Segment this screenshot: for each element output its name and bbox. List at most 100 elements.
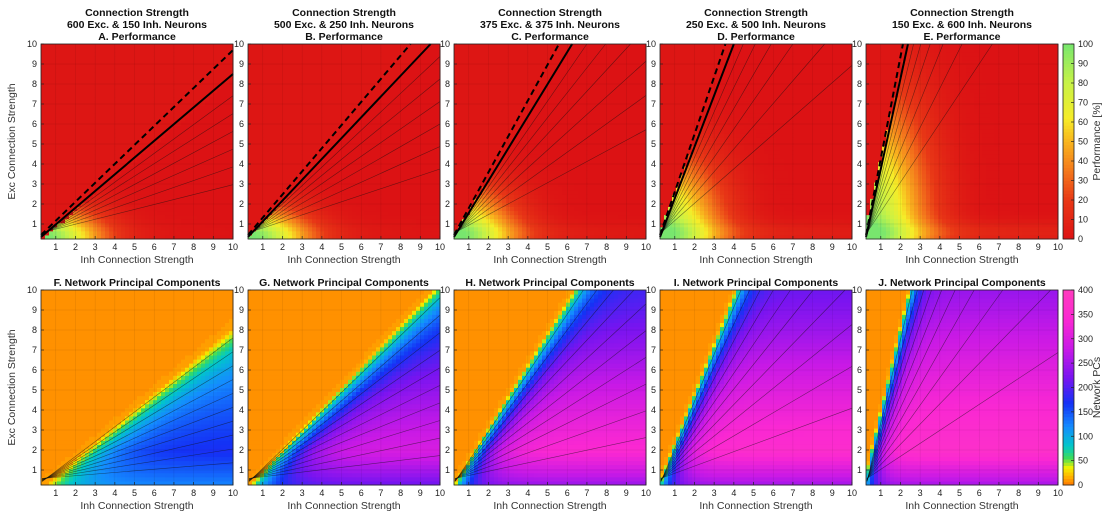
heatmap-cell [153,219,158,224]
heatmap-cell [65,227,70,232]
heatmap-cell [141,190,146,195]
heatmap-cell [77,129,82,134]
heatmap-cell [161,109,166,114]
heatmap-cell [133,194,138,199]
heatmap-cell [101,231,106,236]
heatmap-cell [121,113,126,118]
heatmap-cell [53,194,58,199]
heatmap-cell [65,190,70,195]
heatmap-cell [117,215,122,220]
heatmap-cell [117,97,122,102]
heatmap-cell [109,97,114,102]
heatmap-cell [141,109,146,114]
heatmap-cell [141,227,146,232]
heatmap-cell [81,182,86,187]
heatmap-cell [145,207,150,212]
heatmap-cell [165,211,170,216]
heatmap-cell [53,186,58,191]
heatmap-cell [89,154,94,159]
heatmap-cell [101,166,106,171]
heatmap-cell [61,85,66,90]
heatmap-cell [133,101,138,106]
heatmap-cell [85,174,90,179]
heatmap-cell [149,97,154,102]
heatmap-cell [77,113,82,118]
heatmap-cell [105,137,110,142]
heatmap-cell [89,121,94,126]
heatmap-cell [41,202,46,207]
heatmap-cell [77,133,82,138]
heatmap-cell [69,97,74,102]
heatmap-cell [65,113,70,118]
heatmap-cell [165,56,170,61]
heatmap-cell [149,72,154,77]
heatmap-cell [121,52,126,57]
heatmap-cell [49,174,54,179]
heatmap-cell [65,146,70,151]
heatmap-cell [129,133,134,138]
heatmap-cell [121,117,126,122]
heatmap-cell [81,81,86,86]
heatmap-cell [169,223,174,228]
heatmap-cell [117,219,122,224]
heatmap-cell [125,207,130,212]
heatmap-cell [165,170,170,175]
heatmap-cell [157,48,162,53]
heatmap-cell [161,219,166,224]
heatmap-cell [61,133,66,138]
heatmap-cell [153,146,158,151]
heatmap-cell [125,44,130,49]
heatmap-cell [81,223,86,228]
heatmap-cell [61,137,66,142]
heatmap-cell [137,48,142,53]
heatmap-cell [45,77,50,82]
heatmap-cell [165,81,170,86]
heatmap-cell [161,186,166,191]
heatmap-cell [137,211,142,216]
heatmap-cell [57,158,62,163]
heatmap-cell [85,121,90,126]
heatmap-cell [153,109,158,114]
heatmap-cell [165,44,170,49]
heatmap-cell [49,117,54,122]
heatmap-cell [137,109,142,114]
heatmap-cell [133,113,138,118]
heatmap-cell [45,97,50,102]
heatmap-cell [113,81,118,86]
heatmap-cell [49,125,54,130]
heatmap-cell [109,113,114,118]
heatmap-cell [97,101,102,106]
heatmap-cell [41,101,46,106]
heatmap-cell [121,178,126,183]
heatmap-cell [53,121,58,126]
heatmap-cell [61,97,66,102]
heatmap-cell [57,117,62,122]
heatmap-cell [109,44,114,49]
heatmap-cell [41,89,46,94]
heatmap-cell [77,48,82,53]
heatmap-cell [53,93,58,98]
heatmap-cell [61,77,66,82]
heatmap-cell [161,202,166,207]
heatmap-cell [169,93,174,98]
heatmap-cell [125,68,130,73]
heatmap-cell [49,219,54,224]
heatmap-cell [77,166,82,171]
heatmap-cell [109,117,114,122]
heatmap-cell [85,85,90,90]
heatmap-cell [89,166,94,171]
heatmap-cell [113,89,118,94]
heatmap-cell [101,89,106,94]
heatmap-cell [49,137,54,142]
heatmap-cell [157,101,162,106]
heatmap-cell [165,89,170,94]
heatmap-cell [121,146,126,151]
heatmap-cell [41,85,46,90]
heatmap-cell [101,129,106,134]
heatmap-cell [65,56,70,61]
heatmap-cell [49,158,54,163]
heatmap-cell [57,64,62,69]
heatmap-cell [133,182,138,187]
heatmap-cell [113,125,118,130]
